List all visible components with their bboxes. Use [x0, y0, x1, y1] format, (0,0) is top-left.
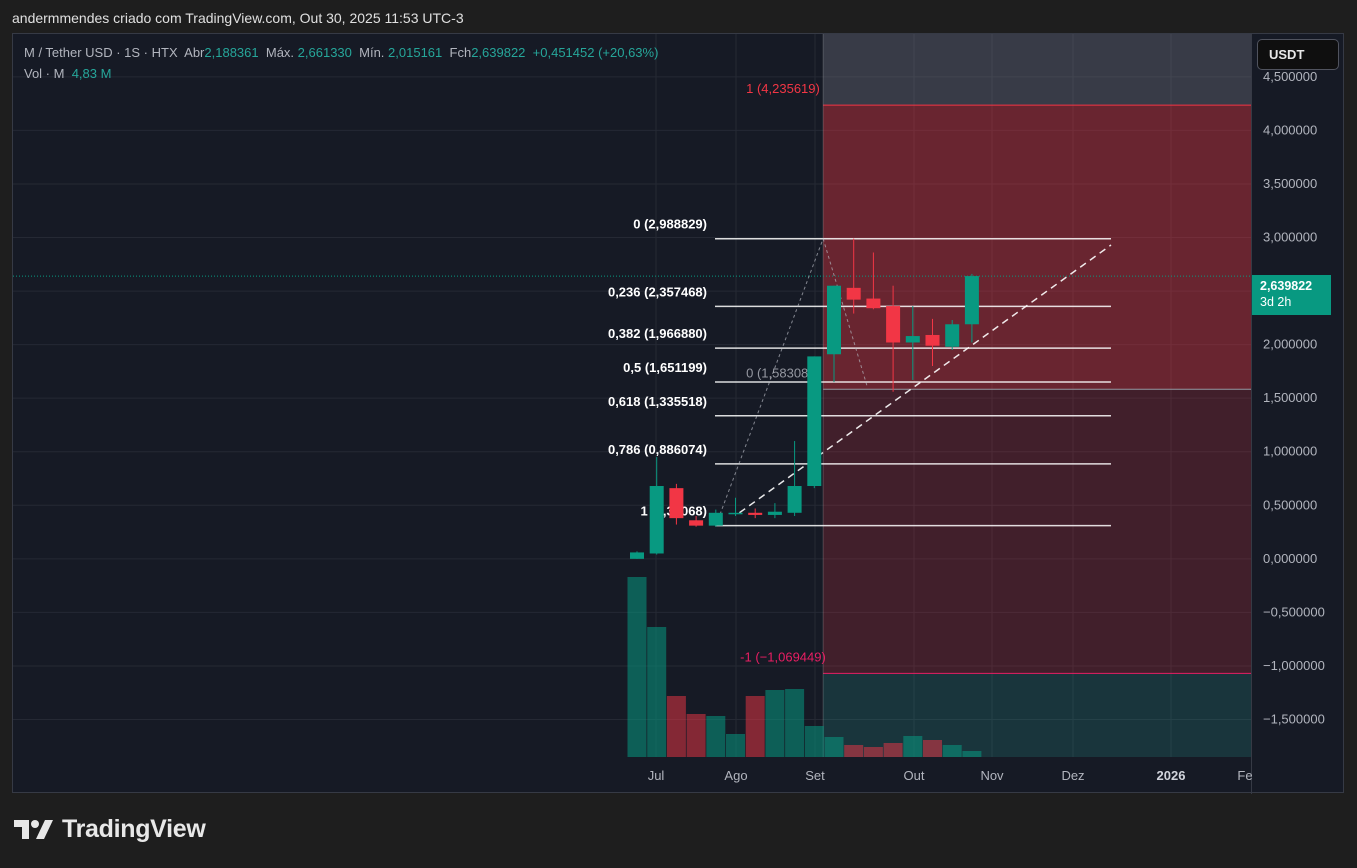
volume-legend-label[interactable]: Vol · M	[24, 66, 65, 81]
price-axis-tick: −1,500000	[1263, 712, 1325, 727]
volume-legend-value: 4,83 M	[71, 66, 112, 81]
volume-bar	[903, 736, 923, 757]
candle-body	[689, 520, 704, 526]
price-chart[interactable]: 0 (2,988829) 0,236 (2,357468) 0,382 (1,966…	[13, 34, 1345, 794]
volume-bar	[942, 745, 962, 757]
time-axis-tick: Ago	[724, 768, 747, 783]
fib-level-label: 0,786 (0,886074)	[608, 442, 707, 457]
price-axis-tick: −0,500000	[1263, 604, 1325, 619]
legend-symbol[interactable]: M / Tether USD · 1S · HTX	[24, 45, 178, 60]
legend-close-label: Fch	[449, 45, 472, 60]
ohlc-legend: M / Tether USD · 1S · HTX Abr2,188361 Má…	[24, 45, 658, 60]
trend-line-diagonal	[822, 238, 868, 388]
price-axis-tick: −1,000000	[1263, 658, 1325, 673]
price-axis-tick: 3,500000	[1263, 176, 1317, 191]
fib-level-label: 0,236 (2,357468)	[608, 284, 707, 299]
legend-low-label: Mín.	[359, 45, 385, 60]
legend-close: 2,639822	[471, 45, 526, 60]
volume-bar	[627, 577, 647, 757]
volume-bar	[962, 751, 982, 757]
volume-bar	[686, 714, 706, 757]
bar-countdown: 3d 2h	[1260, 295, 1292, 309]
legend-change: +0,451452 (+20,63%)	[532, 45, 659, 60]
volume-bar	[824, 737, 844, 757]
candle-body	[846, 287, 861, 300]
volume-bar	[765, 690, 785, 757]
price-axis-tick: 4,000000	[1263, 122, 1317, 137]
legend-open: 2,188361	[204, 45, 259, 60]
legend-open-label: Abr	[184, 45, 205, 60]
price-axis-tick: 4,500000	[1263, 69, 1317, 84]
zone-above-target	[823, 34, 1251, 106]
time-axis-tick: Jul	[648, 768, 665, 783]
fib-level-label: 0 (2,988829)	[633, 217, 707, 232]
price-axis-tick: 1,500000	[1263, 390, 1317, 405]
zone-stop-area	[823, 389, 1251, 674]
fib-level-label: 0,618 (1,335518)	[608, 394, 707, 409]
currency-unit-button[interactable]: USDT	[1257, 39, 1339, 70]
volume-bar	[666, 696, 686, 757]
candle-body	[964, 276, 979, 325]
volume-bar	[706, 716, 726, 757]
candle-body	[886, 306, 901, 343]
candle-body	[787, 486, 802, 513]
time-axis-tick: Nov	[980, 768, 1004, 783]
time-axis-tick: Set	[805, 768, 825, 783]
candle-body	[728, 512, 743, 515]
candle-body	[827, 285, 841, 355]
volume-bar	[883, 743, 903, 757]
tradingview-logo[interactable]: TradingView	[14, 815, 206, 844]
price-axis-tick: 1,000000	[1263, 444, 1317, 459]
last-price-value: 2,639822	[1260, 279, 1313, 293]
tradingview-logo-text: TradingView	[62, 815, 206, 843]
chart-author-header: andermmendes criado com TradingView.com,…	[12, 10, 464, 26]
time-axis-tick: Fe	[1237, 768, 1252, 783]
volume-bar	[923, 740, 942, 757]
volume-bar	[844, 745, 864, 757]
candle-body	[866, 298, 881, 309]
price-axis-tick: 0,500000	[1263, 497, 1317, 512]
position-level-label: 0 (1,583085)	[746, 365, 820, 380]
candle-body	[767, 511, 782, 515]
candle-body	[708, 512, 723, 526]
candle-body	[630, 552, 644, 559]
volume-bar	[804, 726, 824, 757]
last-price-tag: 2,639822 3d 2h	[1252, 275, 1331, 315]
candle-body	[669, 488, 684, 519]
legend-high: 2,661330	[297, 45, 352, 60]
position-level-label: 1 (4,235619)	[746, 81, 820, 96]
candle-body	[925, 334, 940, 346]
time-axis-tick: 2026	[1157, 768, 1186, 783]
volume-bar	[745, 696, 765, 757]
volume-legend: Vol · M 4,83 M	[24, 66, 111, 81]
price-axis-tick: 2,000000	[1263, 337, 1317, 352]
legend-high-label: Máx.	[265, 45, 295, 60]
candle-body	[905, 336, 920, 343]
price-axis-tick: 3,000000	[1263, 230, 1317, 245]
time-axis-tick: Out	[904, 768, 925, 783]
fib-level-label: 0,382 (1,966880)	[608, 326, 707, 341]
position-level-label: -1 (−1,069449)	[740, 649, 826, 664]
time-axis-tick: Dez	[1061, 768, 1084, 783]
tradingview-logo-icon	[14, 819, 53, 839]
volume-bar	[726, 734, 745, 757]
candle-body	[748, 512, 763, 515]
legend-low: 2,015161	[388, 45, 443, 60]
volume-bar	[785, 689, 805, 757]
zone-target-area	[823, 105, 1251, 390]
plot-area: 0 (2,988829) 0,236 (2,357468) 0,382 (1,966…	[13, 34, 1251, 757]
candle-body	[649, 486, 664, 554]
fib-level-label: 0,5 (1,651199)	[623, 360, 707, 375]
candle-body	[945, 324, 960, 347]
volume-bar	[647, 627, 667, 757]
ascending-support-line	[739, 244, 1112, 514]
volume-bar	[863, 747, 883, 757]
price-axis-tick: 0,000000	[1263, 551, 1317, 566]
candle-body	[807, 356, 822, 487]
